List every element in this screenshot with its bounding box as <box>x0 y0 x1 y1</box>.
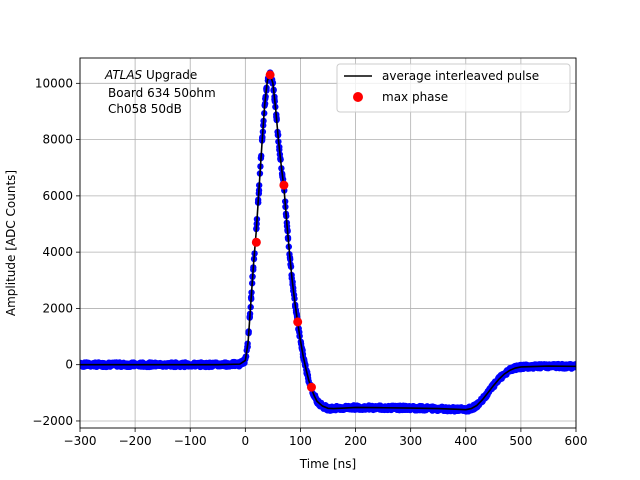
x-tick-label: 200 <box>344 434 367 448</box>
x-tick-label: 0 <box>242 434 250 448</box>
channel-label: Ch058 50dB <box>108 102 182 116</box>
max-phase-point <box>251 237 261 247</box>
max-phase-point <box>306 382 316 392</box>
average-pulse-line <box>80 72 576 411</box>
blue-sample-band <box>80 69 576 415</box>
legend-box <box>336 63 571 113</box>
legend-label-average: average interleaved pulse <box>382 69 539 83</box>
legend-label-max-phase: max phase <box>382 90 448 104</box>
plot-frame <box>79 57 577 429</box>
max-phase-point <box>279 180 289 190</box>
max-phase-point <box>265 70 275 80</box>
y-tick-label: 2000 <box>42 301 73 315</box>
x-tick-label: −100 <box>174 434 207 448</box>
y-tick-label: 6000 <box>42 189 73 203</box>
x-tick-label: 100 <box>289 434 312 448</box>
y-axis-label: Amplitude [ADC Counts] <box>4 170 18 316</box>
y-axis-ticks: −2000 0 2000 4000 6000 8000 10000 <box>32 76 80 428</box>
x-tick-label: 600 <box>565 434 588 448</box>
y-tick-label: −2000 <box>32 414 73 428</box>
legend-dot-swatch <box>353 92 363 102</box>
atlas-label: ATLAS <box>104 68 143 82</box>
y-tick-label: 0 <box>65 358 73 372</box>
y-tick-label: 8000 <box>42 133 73 147</box>
annotation-block: ATLAS Upgrade Board 634 50ohm Ch058 50dB <box>104 68 216 116</box>
x-tick-label: 400 <box>454 434 477 448</box>
max-phase-points <box>251 70 316 392</box>
x-tick-label: 500 <box>509 434 532 448</box>
upgrade-label: Upgrade <box>142 68 197 82</box>
y-tick-label: 4000 <box>42 245 73 259</box>
max-phase-point <box>293 317 303 327</box>
board-label: Board 634 50ohm <box>108 86 216 100</box>
x-tick-label: 300 <box>399 434 422 448</box>
x-axis-label: Time [ns] <box>299 457 356 471</box>
legend: average interleaved pulse max phase <box>336 63 571 113</box>
average-pulse-line-layer <box>80 72 576 411</box>
svg-text:ATLAS Upgrade: ATLAS Upgrade <box>104 68 197 82</box>
x-tick-label: −300 <box>64 434 97 448</box>
x-tick-label: −200 <box>119 434 152 448</box>
y-tick-label: 10000 <box>35 76 73 90</box>
x-axis-ticks: −300 −200 −100 0 100 200 300 400 500 600 <box>64 428 588 448</box>
